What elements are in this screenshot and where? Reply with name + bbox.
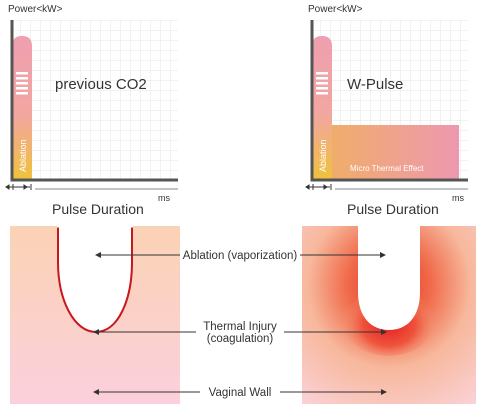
right-x-unit: ms [452, 193, 464, 203]
left-chart-title: previous CO2 [55, 76, 147, 93]
right-tissue-panel [302, 226, 476, 404]
left-bar-stripes [16, 72, 28, 95]
left-y-axis-label: Power<kW> [8, 4, 63, 15]
thermal-label-line1: Thermal Injury [203, 321, 277, 333]
right-plateau-bar [312, 125, 459, 180]
left-tissue-panel [10, 224, 180, 404]
ablation-label: Ablation (vaporization) [183, 250, 298, 262]
right-plateau-label: Micro Thermal Effect [350, 164, 424, 173]
right-axes [310, 20, 468, 182]
right-ablation-crater [358, 226, 420, 330]
left-duration-marker [5, 184, 32, 190]
ablation-label-bg [180, 246, 300, 263]
right-ablation-label: Ablation [318, 139, 328, 172]
right-x-axis-label: Pulse Duration [347, 201, 439, 217]
wall-label: Vaginal Wall [209, 387, 272, 399]
wall-label-bg [200, 384, 280, 400]
right-bar-stripes [316, 72, 328, 95]
left-ablation-label: Ablation [18, 139, 28, 172]
tissue-labels: Ablation (vaporization) Thermal Injury (… [93, 246, 387, 400]
right-power-chart: Power<kW> Micro Thermal Effect Ablation … [305, 4, 468, 217]
thermal-label-line2: (coagulation) [207, 333, 274, 345]
left-axes [10, 20, 178, 182]
left-power-chart: Power<kW> Ablation previous CO2 ms Pulse… [5, 4, 178, 217]
right-chart-title: W-Pulse [347, 76, 403, 93]
left-x-unit: ms [158, 193, 170, 203]
left-x-axis-label: Pulse Duration [52, 201, 144, 217]
left-grid [12, 20, 178, 180]
right-duration-marker [305, 184, 332, 190]
right-y-axis-label: Power<kW> [308, 4, 363, 15]
